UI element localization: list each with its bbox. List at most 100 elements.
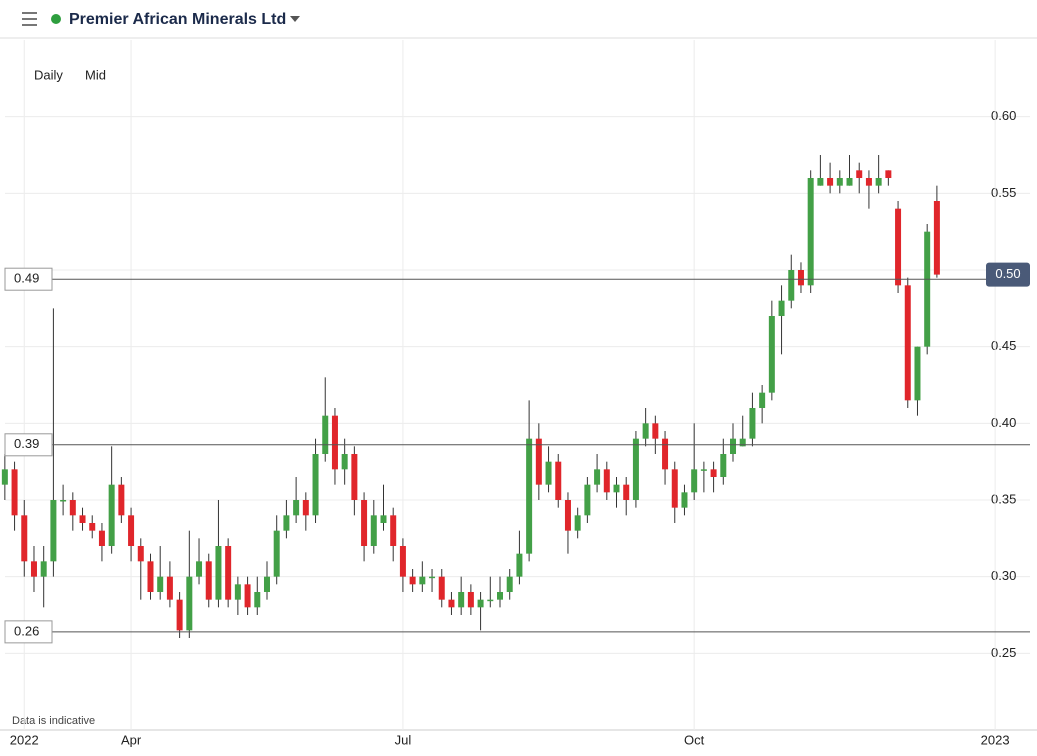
- x-tick-label: Apr: [121, 732, 142, 747]
- level-label-box: [4, 433, 53, 457]
- candle-body: [254, 592, 261, 608]
- candle-body: [399, 546, 406, 577]
- candle-body: [69, 500, 76, 516]
- candle-body: [380, 515, 387, 523]
- level-label: 0.26: [14, 623, 39, 638]
- candle-body: [720, 454, 727, 477]
- candle-body: [594, 469, 601, 485]
- candle-body: [351, 454, 358, 500]
- candle-body: [564, 500, 571, 531]
- candle-body: [196, 561, 203, 577]
- status-dot: [51, 14, 61, 24]
- y-tick-label: 0.55: [991, 185, 1016, 200]
- candle-body: [215, 546, 222, 600]
- candle-body: [497, 592, 503, 600]
- candle-body: [933, 201, 940, 275]
- candle-body: [157, 576, 164, 592]
- dropdown-caret[interactable]: [290, 16, 300, 22]
- candle-body: [312, 454, 319, 516]
- candle-body: [448, 599, 455, 608]
- y-tick-label: 0.35: [991, 491, 1016, 506]
- y-tick-label: 0.40: [991, 415, 1016, 430]
- candle-body: [516, 553, 523, 577]
- candle-body: [225, 546, 232, 600]
- candle-body: [681, 492, 688, 508]
- candle-body: [273, 530, 280, 577]
- candle-body: [390, 515, 397, 546]
- candle-body: [895, 208, 902, 286]
- candle-body: [875, 178, 882, 186]
- candle-body: [21, 515, 28, 562]
- candle-body: [827, 178, 834, 186]
- candle-body: [331, 415, 338, 470]
- candle-body: [865, 178, 872, 186]
- candle-body: [613, 484, 620, 493]
- candle-body: [759, 392, 766, 408]
- candle-body: [797, 270, 804, 286]
- menu-icon[interactable]: [22, 12, 37, 26]
- candle-body: [322, 415, 329, 454]
- candle-body: [11, 469, 18, 516]
- candle-body: [603, 469, 610, 493]
- candle-body: [526, 438, 533, 554]
- candle-body: [263, 576, 270, 592]
- candle-body: [118, 484, 125, 516]
- candle-body: [137, 546, 144, 562]
- candle-body: [467, 592, 474, 608]
- candle-body: [458, 592, 465, 608]
- candle-body: [739, 438, 746, 447]
- candle-body: [205, 561, 212, 600]
- candle-body: [244, 584, 251, 608]
- candle-body: [885, 170, 892, 178]
- candle-body: [506, 576, 513, 592]
- candle-body: [89, 523, 96, 531]
- candle-body: [671, 469, 678, 508]
- candle-body: [778, 300, 785, 316]
- candle-body: [60, 500, 67, 502]
- footnote: Data is indicative: [12, 715, 95, 727]
- candle-body: [710, 469, 717, 477]
- candle-body: [166, 576, 173, 600]
- candle-body: [234, 584, 241, 600]
- candle-body: [487, 599, 494, 602]
- chart-title[interactable]: Premier African Minerals Ltd: [69, 11, 286, 28]
- y-tick-label: 0.30: [991, 568, 1016, 583]
- x-tick-label: Jul: [395, 732, 412, 747]
- candle-body: [807, 178, 814, 286]
- candle-body: [768, 316, 775, 393]
- candle-body: [535, 438, 542, 485]
- candle-body: [429, 576, 436, 579]
- candle-body: [419, 576, 426, 585]
- candle-body: [545, 461, 552, 485]
- candle-body: [691, 469, 698, 493]
- candle-body: [642, 423, 649, 439]
- candle-body: [128, 515, 135, 546]
- candle-body: [914, 346, 921, 401]
- candle-body: [846, 178, 853, 186]
- candle-body: [817, 178, 824, 186]
- price-type-button[interactable]: Mid: [85, 67, 106, 82]
- level-label: 0.39: [14, 436, 39, 451]
- level-label-box: [4, 267, 53, 291]
- candle-body: [555, 461, 562, 500]
- x-tick-label: 2023: [981, 732, 1010, 747]
- candle-body: [361, 500, 368, 546]
- candle-body: [730, 438, 737, 454]
- last-price-badge: [986, 262, 1030, 287]
- candle-body: [293, 500, 300, 516]
- candle-body: [1, 469, 8, 485]
- candle-body: [574, 515, 581, 531]
- candle-body: [302, 500, 309, 516]
- candle-body: [652, 423, 659, 439]
- candle-body: [904, 285, 911, 401]
- level-label: 0.49: [14, 271, 39, 286]
- candle-body: [662, 438, 669, 470]
- candle-body: [176, 599, 183, 631]
- y-tick-label: 0.45: [991, 338, 1016, 353]
- candle-body: [924, 231, 931, 347]
- y-tick-label: 0.25: [991, 645, 1016, 660]
- interval-button[interactable]: Daily: [34, 67, 63, 82]
- candle-body: [370, 515, 377, 546]
